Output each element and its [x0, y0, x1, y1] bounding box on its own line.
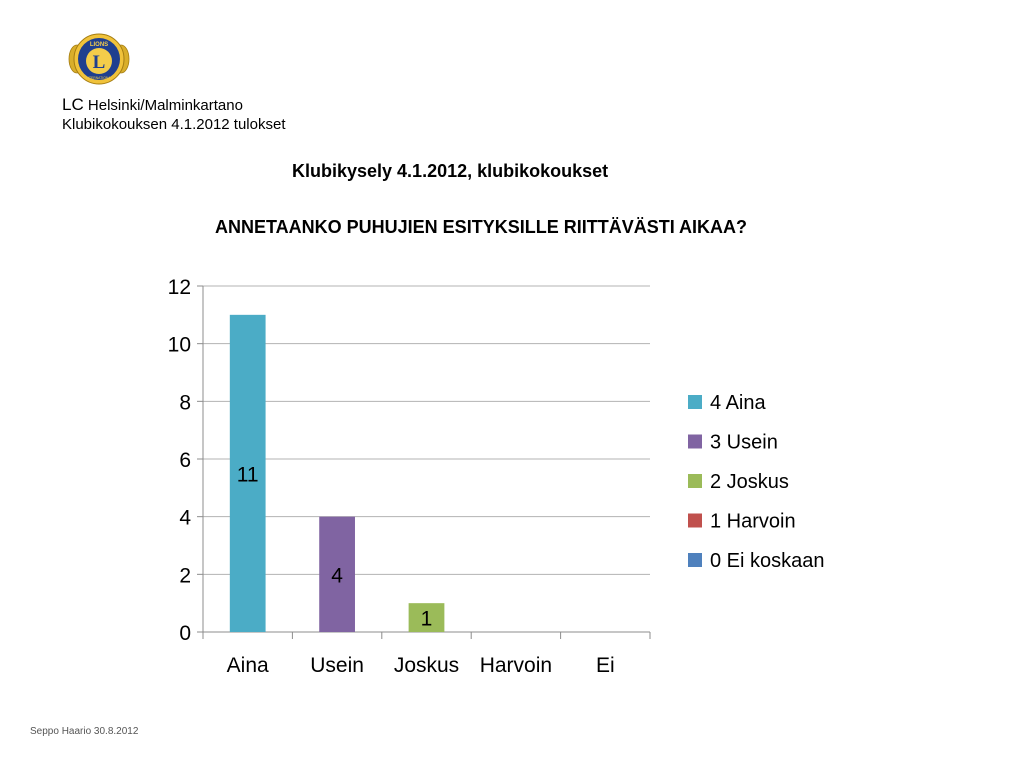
- lions-club-logo: L LIONS INTERNATIONAL: [68, 28, 130, 90]
- bar-chart: 0 2 4 6 8 10 12 11 Aina 4 Usein 1 Joskus Harvoin Ei 4 A…: [168, 276, 825, 677]
- y-tick-label: 10: [168, 334, 191, 357]
- bar-usein: [319, 516, 355, 632]
- footer-credit: Seppo Haario 30.8.2012: [30, 726, 139, 737]
- logo-letter: L: [93, 52, 106, 73]
- bar-aina: [229, 314, 266, 632]
- legend-entry: 2 Joskus: [710, 471, 789, 493]
- bar-joskus: [408, 603, 445, 632]
- legend-entry: 4 Aina: [710, 392, 766, 414]
- y-tick-label: 12: [168, 276, 191, 299]
- y-tick-label: 4: [179, 507, 191, 530]
- survey-title: Klubikysely 4.1.2012, klubikokoukset: [292, 161, 609, 181]
- legend-entry: 0 Ei koskaan: [710, 550, 825, 572]
- logo-bottom-text: INTERNATIONAL: [86, 76, 113, 80]
- y-tick-label: 6: [179, 449, 191, 472]
- data-label: 4: [331, 564, 343, 587]
- question-title: ANNETAANKO PUHUJIEN ESITYKSILLE RIITTÄVÄ…: [215, 217, 748, 237]
- org-prefix: LC: [62, 95, 84, 114]
- x-tick-label: Aina: [227, 654, 269, 677]
- meeting-line: Klubikokouksen 4.1.2012 tulokset: [62, 116, 286, 133]
- legend-swatch: [688, 434, 702, 449]
- legend-entry: 1 Harvoin: [710, 511, 796, 533]
- y-tick-label: 8: [179, 391, 191, 414]
- x-tick-label: Joskus: [394, 654, 459, 677]
- y-tick-label: 2: [179, 564, 191, 587]
- x-tick-label: Ei: [596, 654, 615, 677]
- org-name: Helsinki/Malminkartano: [83, 97, 243, 114]
- x-tick-label: Usein: [310, 654, 364, 677]
- data-label: 1: [421, 608, 433, 631]
- logo-ring-text: LIONS: [90, 42, 108, 48]
- legend-swatch: [688, 474, 702, 488]
- lions-club-emblem-icon: L LIONS INTERNATIONAL: [68, 33, 130, 85]
- org-name-line: LC Helsinki/Malminkartano: [62, 95, 285, 115]
- data-label: 11: [237, 463, 259, 486]
- y-tick-label: 0: [179, 622, 191, 645]
- organization-header: LC Helsinki/Malminkartano Klubikokouksen…: [62, 95, 285, 134]
- legend-swatch: [688, 513, 702, 528]
- x-tick-label: Harvoin: [480, 654, 552, 677]
- legend-entry: 3 Usein: [710, 432, 778, 454]
- legend-swatch: [688, 395, 702, 409]
- legend-swatch: [688, 553, 702, 567]
